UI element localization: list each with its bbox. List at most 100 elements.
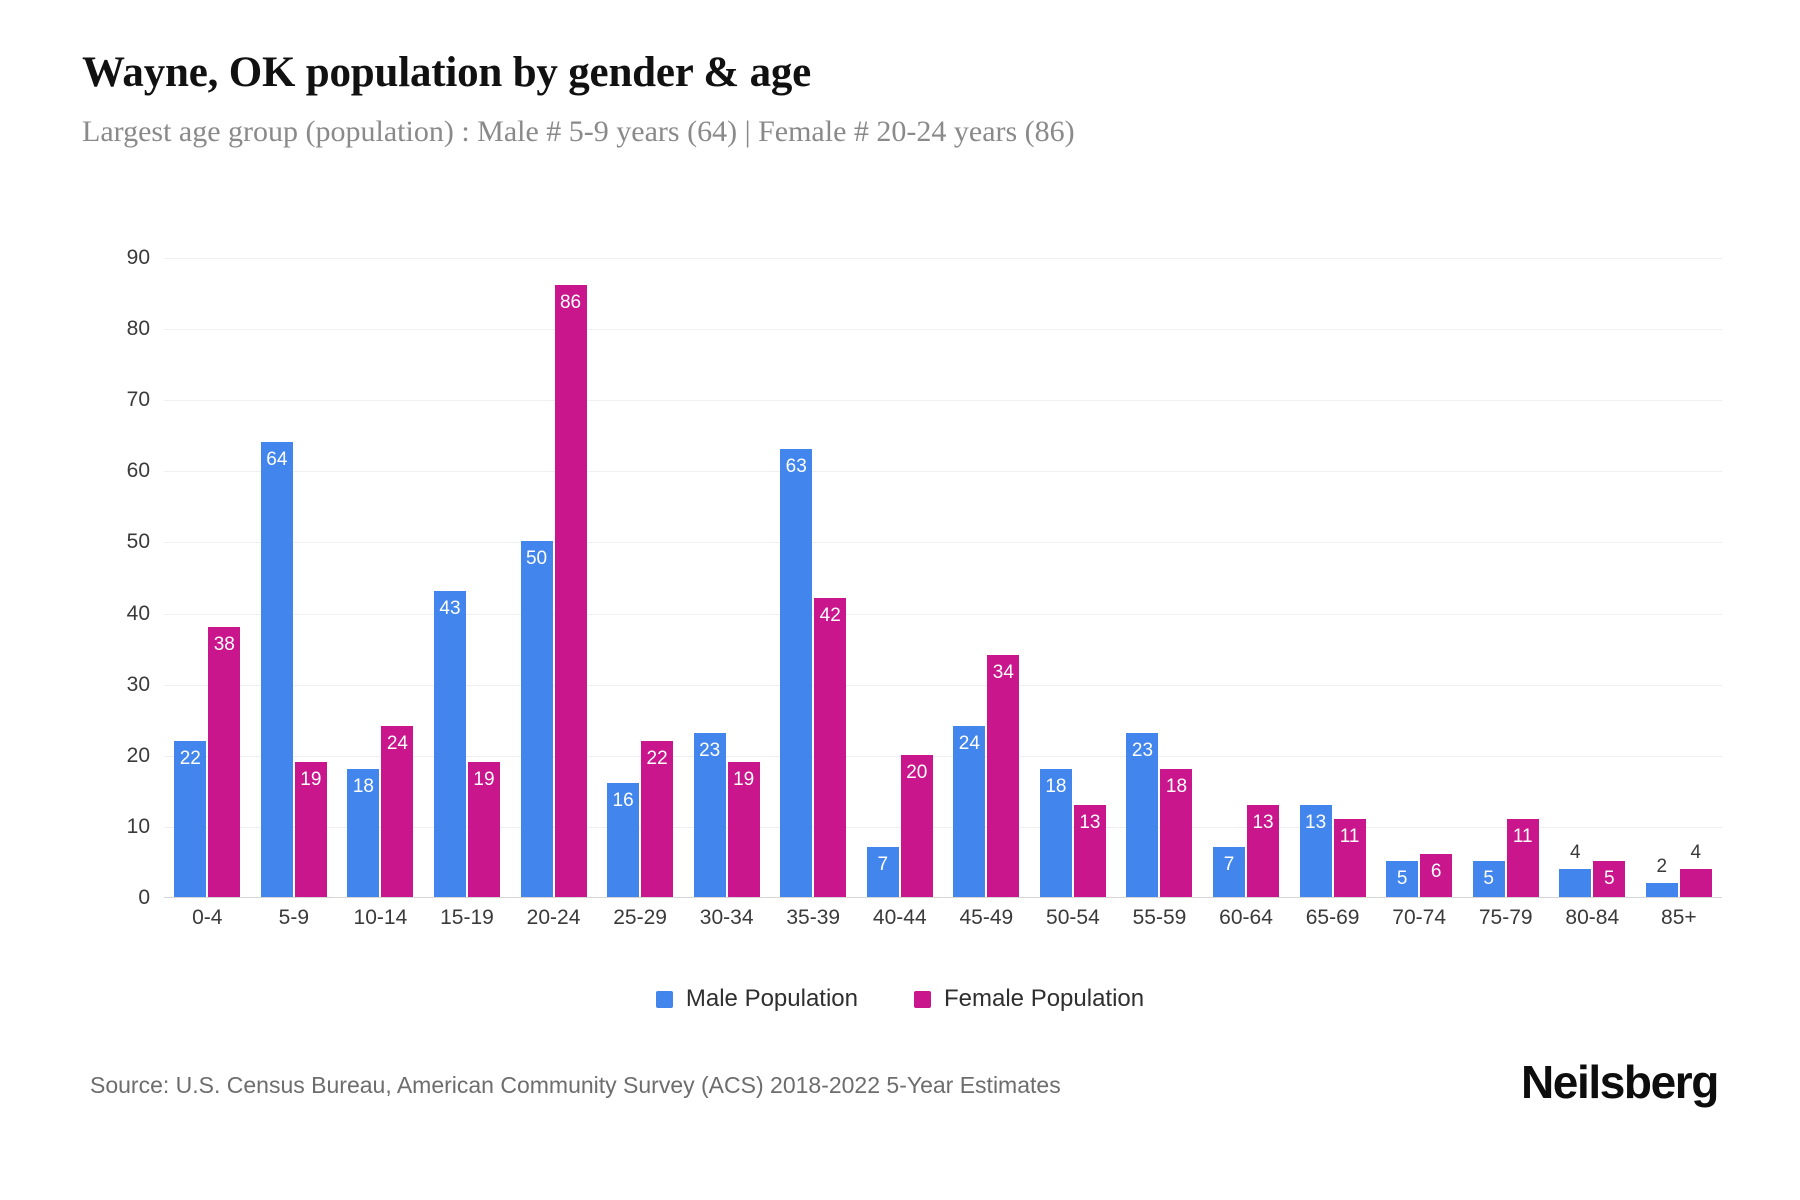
bar[interactable]: 16 xyxy=(607,783,640,897)
bar-value-label: 6 xyxy=(1430,861,1442,883)
bar[interactable]: 19 xyxy=(294,761,327,897)
bar-value-label: 4 xyxy=(1690,841,1702,863)
bar[interactable]: 7 xyxy=(1213,847,1246,897)
bar-group: 64 19 xyxy=(251,258,338,897)
x-axis-tick: 65-69 xyxy=(1305,906,1360,929)
x-axis: 0-4 5-9 10-14 15-19 20-24 25-29 30-34 35-39 40-4… xyxy=(164,906,1722,930)
x-axis-tick: 75-79 xyxy=(1478,906,1533,929)
bar-value-label: 50 xyxy=(525,548,548,570)
x-axis-tick: 50-54 xyxy=(1046,906,1100,929)
bar[interactable]: 11 xyxy=(1506,818,1539,897)
bar[interactable]: 43 xyxy=(433,591,466,897)
chart-header: Wayne, OK population by gender & age Lar… xyxy=(82,48,1732,150)
bar[interactable]: 4 xyxy=(1559,843,1592,897)
bar-group: 63 42 xyxy=(770,258,857,897)
bar[interactable]: 13 xyxy=(1073,804,1106,897)
legend-item[interactable]: Male Population xyxy=(655,985,858,1013)
bar[interactable]: 42 xyxy=(814,598,847,897)
bar[interactable]: 50 xyxy=(520,541,553,897)
bar-value-label: 19 xyxy=(473,768,495,790)
bar-value-label: 18 xyxy=(1045,776,1067,797)
plot-area: 0 10 20 30 40 50 60 70 80 90 22 38 64 19 18 24 43 19 50 86… xyxy=(82,246,1722,929)
bar[interactable]: 5 xyxy=(1386,861,1419,897)
x-axis-tick: 80-84 xyxy=(1565,906,1620,929)
bar[interactable]: 18 xyxy=(1039,769,1072,897)
bar-group: 23 18 xyxy=(1116,258,1203,897)
bar[interactable]: 23 xyxy=(693,733,726,897)
bar-value-label: 13 xyxy=(1305,811,1327,833)
bar[interactable]: 24 xyxy=(953,726,986,897)
x-axis-tick: 55-59 xyxy=(1132,906,1187,929)
legend-item[interactable]: Female Population xyxy=(914,985,1144,1013)
bar-value-label: 64 xyxy=(266,448,288,470)
bar-group: 13 11 xyxy=(1289,258,1376,897)
bar[interactable]: 24 xyxy=(381,726,414,897)
bar[interactable]: 20 xyxy=(900,754,933,897)
bar[interactable]: 18 xyxy=(1160,769,1193,897)
bar[interactable]: 13 xyxy=(1299,804,1332,897)
bar-value-label: 7 xyxy=(1223,854,1235,876)
bar-value-label: 18 xyxy=(352,776,374,797)
bar-value-label: 24 xyxy=(958,733,980,755)
bar-value-label: 86 xyxy=(559,292,582,314)
gridline xyxy=(164,755,1722,757)
bar-value-label: 19 xyxy=(733,768,755,790)
bar[interactable]: 11 xyxy=(1333,818,1366,897)
legend-swatch-icon xyxy=(914,990,931,1008)
bar-value-label: 7 xyxy=(877,854,889,876)
gridline xyxy=(164,329,1722,331)
bar[interactable]: 7 xyxy=(866,847,899,897)
bar-value-label: 4 xyxy=(1569,841,1581,863)
grid-area: 22 38 64 19 18 24 43 19 50 86 16 22 23 19 63 42 7 20 24 34 1… xyxy=(164,258,1722,898)
bar-group: 7 20 xyxy=(857,258,944,897)
y-axis-tick: 20 xyxy=(126,743,150,767)
chart-legend: Male Population Female Population xyxy=(0,985,1800,1013)
bar[interactable]: 18 xyxy=(347,769,380,897)
bar-value-label: 23 xyxy=(699,740,721,762)
bar[interactable]: 19 xyxy=(727,761,760,897)
bar-group: 24 34 xyxy=(943,258,1030,897)
bar[interactable]: 64 xyxy=(260,441,293,897)
bar[interactable]: 13 xyxy=(1247,804,1280,897)
page-title: Wayne, OK population by gender & age xyxy=(82,49,812,96)
bar-value-label: 11 xyxy=(1339,825,1360,847)
x-axis-tick: 70-74 xyxy=(1392,906,1447,929)
bar-value-label: 2 xyxy=(1656,855,1668,877)
bar[interactable]: 86 xyxy=(554,285,587,897)
bar[interactable]: 5 xyxy=(1593,861,1626,897)
legend-swatch-icon xyxy=(655,990,673,1008)
bar-value-label: 5 xyxy=(1483,868,1495,890)
bar[interactable]: 63 xyxy=(780,449,813,897)
bar-group: 23 19 xyxy=(683,258,770,897)
gridline xyxy=(164,613,1722,615)
bar[interactable]: 19 xyxy=(467,761,500,897)
y-axis-tick: 30 xyxy=(126,672,150,696)
y-axis: 0 10 20 30 40 50 60 70 80 90 xyxy=(82,246,164,909)
brand-logo: Neilsberg xyxy=(1520,1056,1719,1108)
bar-value-label: 11 xyxy=(1512,825,1533,847)
bar[interactable]: 23 xyxy=(1126,733,1159,897)
gridline xyxy=(164,400,1722,402)
bar-group: 7 13 xyxy=(1203,258,1290,897)
source-note: Source: U.S. Census Bureau, American Com… xyxy=(90,1072,1061,1098)
bar[interactable]: 2 xyxy=(1645,857,1678,897)
bar-group: 18 13 xyxy=(1030,258,1117,897)
bar[interactable]: 5 xyxy=(1472,861,1505,897)
x-axis-tick: 85+ xyxy=(1661,906,1697,929)
bar[interactable]: 34 xyxy=(987,655,1020,897)
bar-group: 5 11 xyxy=(1462,258,1549,897)
bar-group: 18 24 xyxy=(337,258,424,897)
bar[interactable]: 22 xyxy=(641,740,674,897)
x-axis-tick: 20-24 xyxy=(526,906,581,929)
gridline xyxy=(164,684,1722,686)
bar-value-label: 18 xyxy=(1165,776,1188,797)
bar-group: 50 86 xyxy=(510,258,597,897)
bar[interactable]: 38 xyxy=(208,626,241,897)
bar[interactable]: 6 xyxy=(1420,854,1453,897)
x-axis-tick: 0-4 xyxy=(192,906,223,929)
bar[interactable]: 4 xyxy=(1679,843,1712,897)
bar[interactable]: 22 xyxy=(174,740,207,897)
bar-group: 43 19 xyxy=(424,258,511,897)
bar-value-label: 24 xyxy=(386,733,408,755)
